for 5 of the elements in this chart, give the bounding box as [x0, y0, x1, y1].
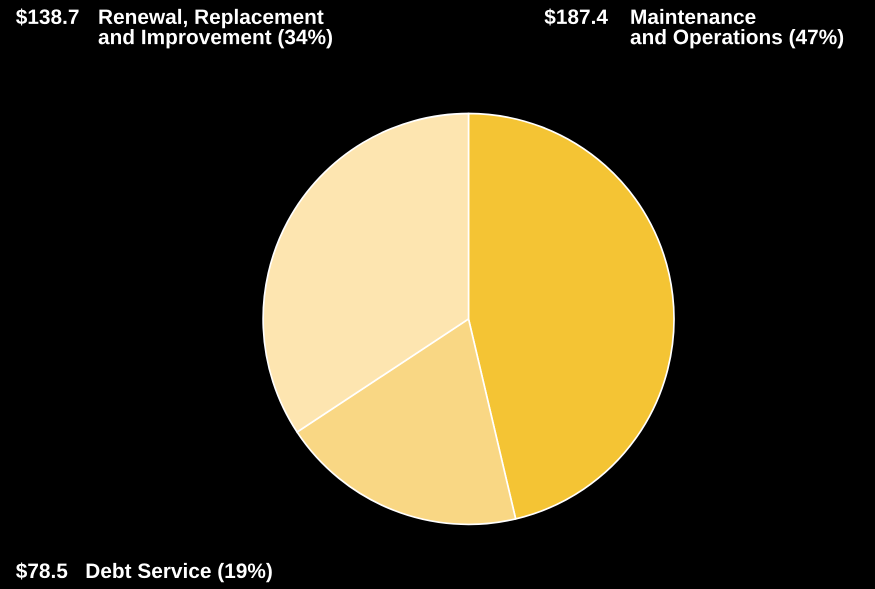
slice-label: Renewal, Replacement and Improvement (34%): [98, 8, 332, 48]
data-label: $138.7: [16, 8, 79, 26]
slice-label: $78.5 Debt Service (19%): [16, 562, 272, 582]
slice-label: Maintenance and Operations (47%): [630, 8, 844, 48]
data-label: $187.4: [544, 8, 608, 26]
